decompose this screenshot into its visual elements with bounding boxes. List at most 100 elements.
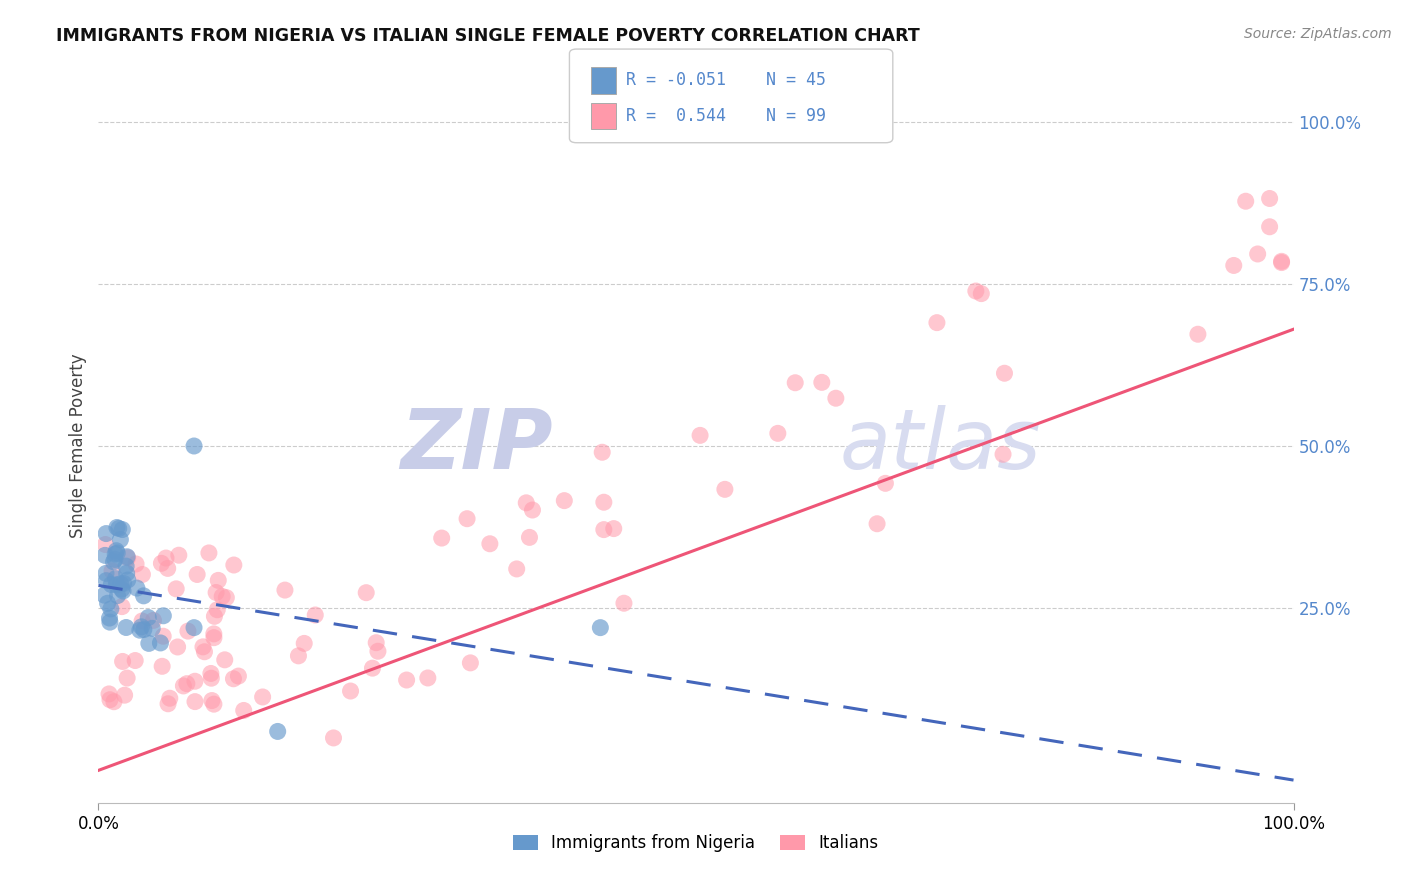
Point bbox=[200, 666, 222, 681]
Point bbox=[117, 550, 139, 565]
Point bbox=[101, 564, 124, 578]
Point bbox=[506, 562, 529, 576]
Point bbox=[553, 493, 575, 508]
Point bbox=[157, 697, 180, 711]
Point bbox=[98, 692, 121, 706]
Point bbox=[136, 610, 159, 624]
Point bbox=[93, 588, 115, 602]
Point bbox=[603, 522, 626, 536]
Point bbox=[159, 691, 181, 706]
Point bbox=[367, 644, 389, 658]
Text: atlas: atlas bbox=[839, 406, 1040, 486]
Point bbox=[100, 577, 122, 591]
Point bbox=[214, 653, 236, 667]
Point bbox=[155, 551, 177, 566]
Point bbox=[515, 496, 537, 510]
Point bbox=[176, 676, 198, 690]
Point bbox=[202, 631, 225, 645]
Point bbox=[104, 552, 127, 566]
Point bbox=[94, 566, 117, 581]
Point bbox=[1258, 192, 1281, 206]
Point bbox=[105, 543, 128, 558]
Point bbox=[714, 483, 737, 497]
Point bbox=[1234, 194, 1257, 209]
Point bbox=[184, 674, 207, 689]
Point bbox=[104, 572, 127, 586]
Point bbox=[811, 376, 834, 390]
Point bbox=[322, 731, 344, 745]
Point bbox=[131, 614, 153, 628]
Point bbox=[354, 585, 377, 599]
Point bbox=[98, 615, 121, 629]
Point bbox=[689, 428, 711, 442]
Y-axis label: Single Female Poverty: Single Female Poverty bbox=[69, 354, 87, 538]
Point bbox=[191, 640, 214, 654]
Point bbox=[165, 582, 187, 596]
Point bbox=[395, 673, 418, 687]
Point bbox=[115, 620, 138, 634]
Point bbox=[456, 512, 478, 526]
Point bbox=[132, 623, 155, 637]
Point bbox=[478, 537, 501, 551]
Point bbox=[287, 648, 309, 663]
Point bbox=[339, 684, 361, 698]
Point bbox=[198, 546, 221, 560]
Point bbox=[104, 547, 127, 561]
Point bbox=[416, 671, 439, 685]
Point bbox=[94, 549, 117, 563]
Point bbox=[232, 703, 254, 717]
Point bbox=[201, 693, 224, 707]
Point bbox=[193, 645, 215, 659]
Point bbox=[125, 557, 148, 571]
Point bbox=[167, 548, 190, 562]
Point bbox=[132, 589, 155, 603]
Point bbox=[970, 286, 993, 301]
Text: IMMIGRANTS FROM NIGERIA VS ITALIAN SINGLE FEMALE POVERTY CORRELATION CHART: IMMIGRANTS FROM NIGERIA VS ITALIAN SINGL… bbox=[56, 27, 920, 45]
Point bbox=[613, 596, 636, 610]
Point bbox=[115, 671, 138, 685]
Point bbox=[1247, 247, 1270, 261]
Point bbox=[105, 520, 128, 534]
Point bbox=[222, 672, 245, 686]
Point bbox=[177, 624, 200, 639]
Point bbox=[202, 627, 225, 641]
Point bbox=[111, 599, 134, 614]
Point bbox=[150, 557, 173, 571]
Point bbox=[107, 589, 129, 603]
Point bbox=[131, 620, 153, 634]
Point bbox=[115, 559, 138, 574]
Point bbox=[252, 690, 274, 704]
Point bbox=[105, 546, 128, 560]
Point bbox=[925, 316, 948, 330]
Point bbox=[115, 549, 138, 564]
Point bbox=[460, 656, 482, 670]
Point bbox=[592, 495, 614, 509]
Point bbox=[150, 659, 173, 673]
Point bbox=[205, 585, 228, 599]
Text: R = -0.051    N = 45: R = -0.051 N = 45 bbox=[626, 71, 825, 89]
Point bbox=[172, 679, 194, 693]
Point bbox=[1271, 255, 1294, 269]
Point bbox=[98, 687, 121, 701]
Point bbox=[519, 530, 541, 544]
Point bbox=[96, 574, 118, 588]
Point bbox=[1223, 259, 1246, 273]
Point bbox=[1271, 254, 1294, 268]
Point bbox=[110, 576, 132, 591]
Point bbox=[107, 521, 129, 535]
Point bbox=[97, 596, 120, 610]
Point bbox=[202, 609, 225, 624]
Legend: Immigrants from Nigeria, Italians: Immigrants from Nigeria, Italians bbox=[506, 828, 886, 859]
Text: R =  0.544    N = 99: R = 0.544 N = 99 bbox=[626, 107, 825, 125]
Point bbox=[522, 503, 544, 517]
Text: ZIP: ZIP bbox=[399, 406, 553, 486]
Point bbox=[875, 476, 897, 491]
Point bbox=[149, 636, 172, 650]
Point bbox=[105, 578, 128, 592]
Point bbox=[166, 640, 188, 654]
Point bbox=[152, 629, 174, 643]
Point bbox=[991, 447, 1014, 461]
Point bbox=[965, 284, 987, 298]
Point bbox=[112, 576, 135, 591]
Point bbox=[215, 591, 238, 605]
